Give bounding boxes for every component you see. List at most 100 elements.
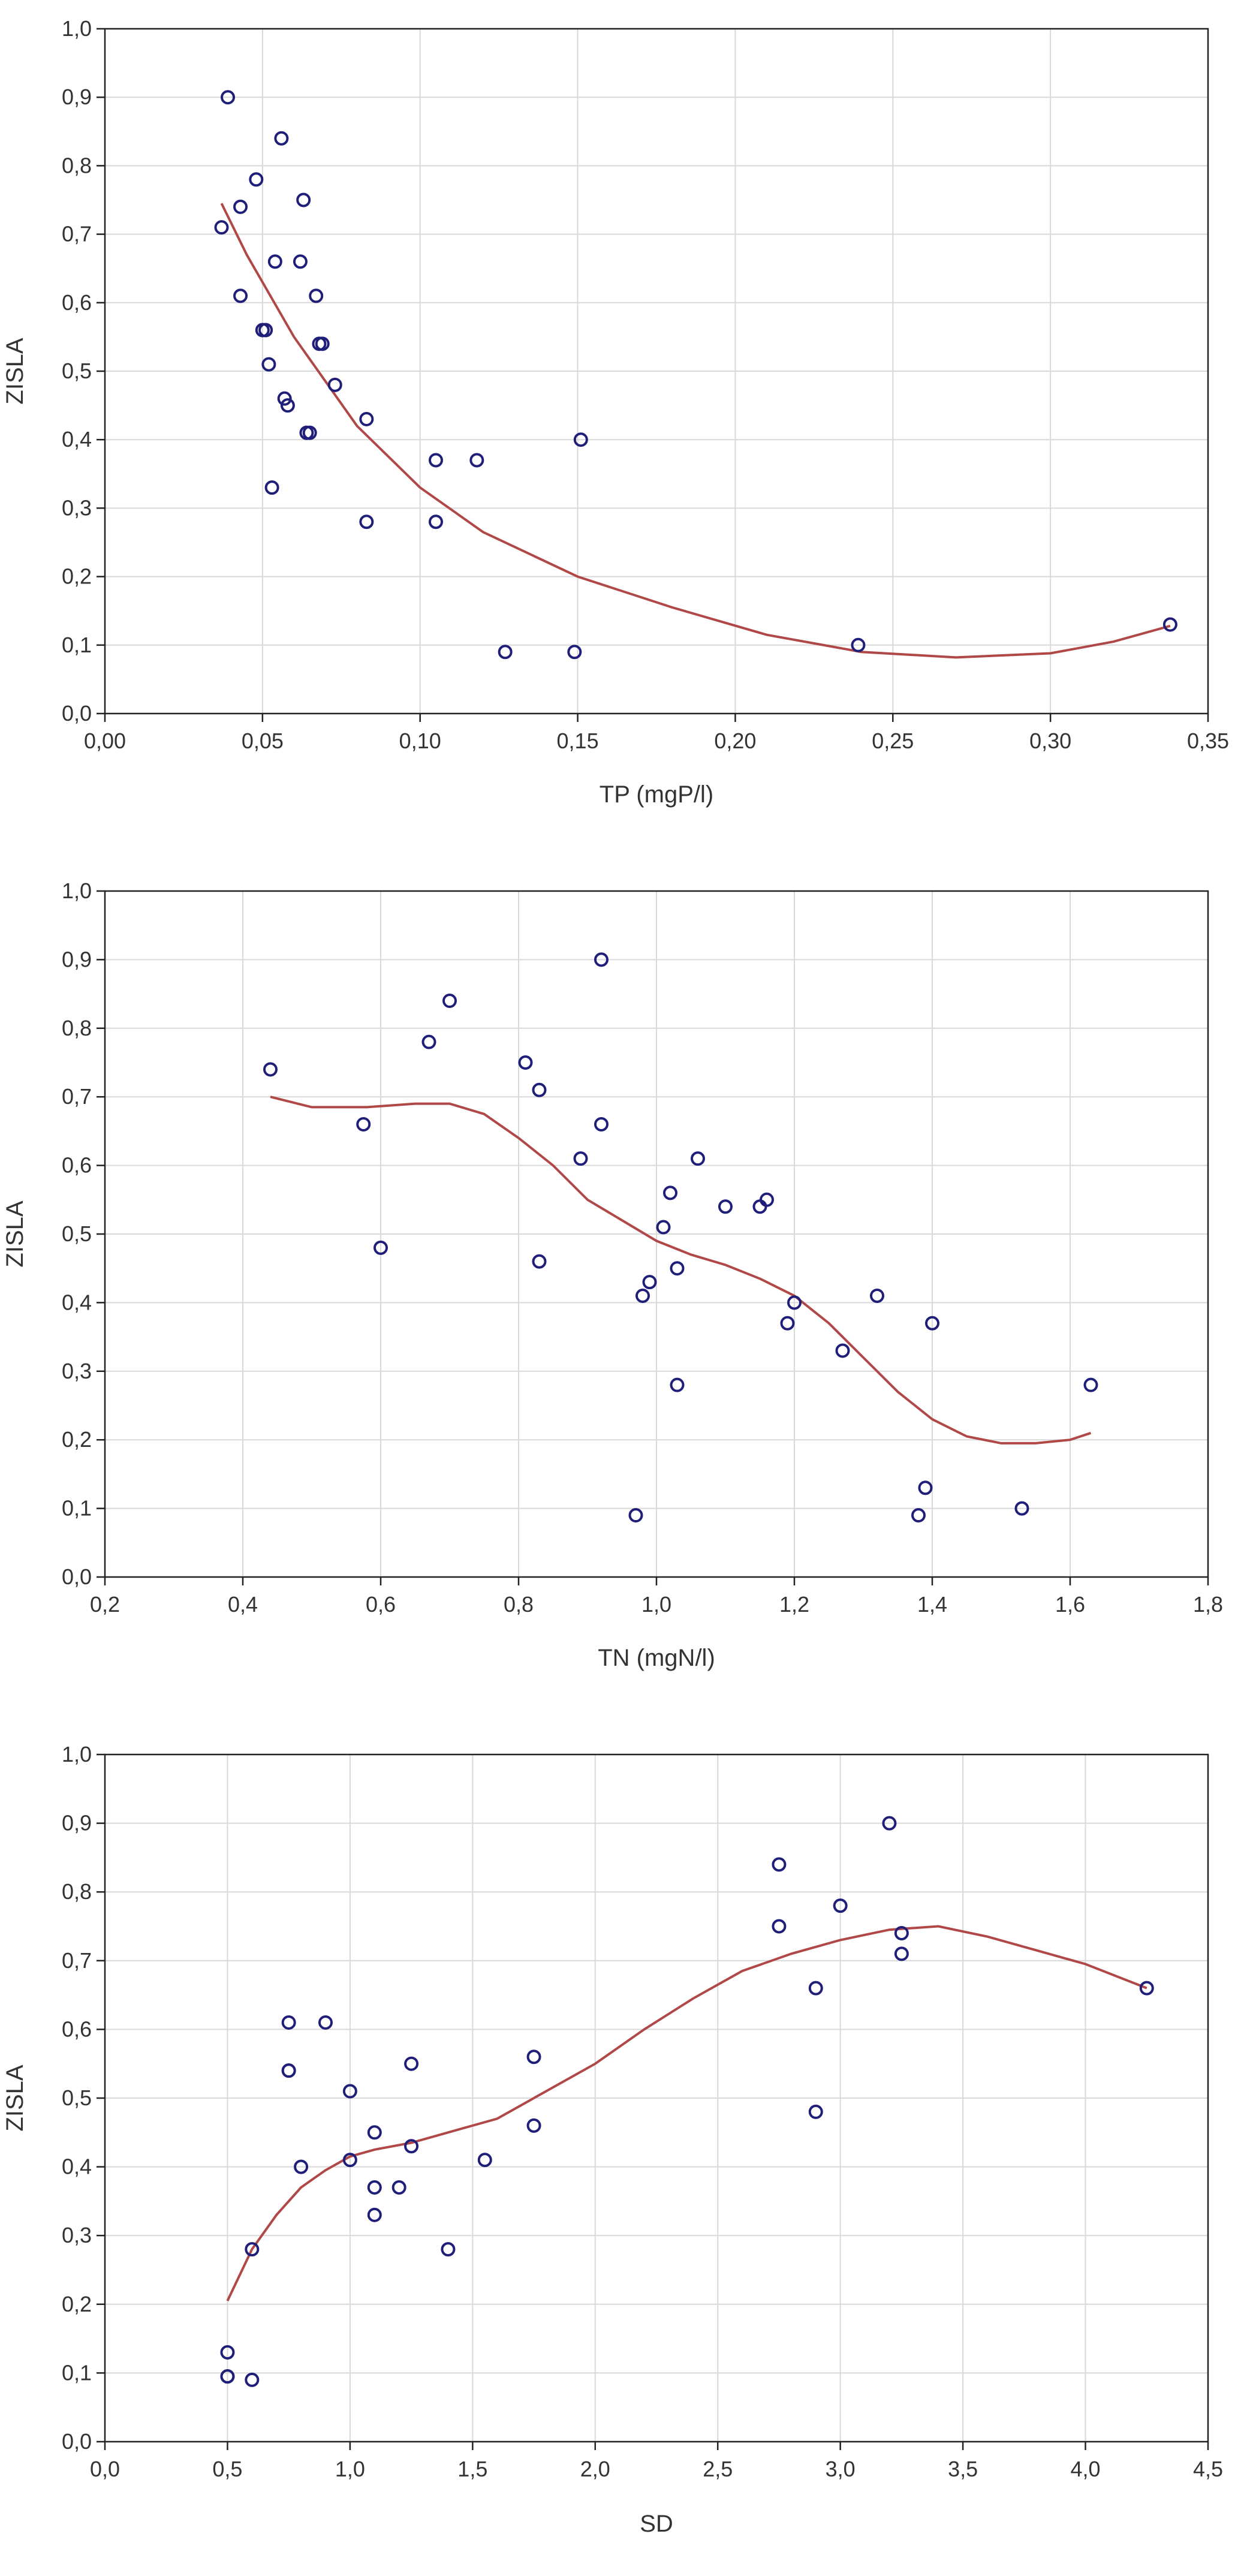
y-tick-label: 0,5 <box>62 2086 92 2110</box>
data-point <box>477 2153 492 2168</box>
x-tick-label: 0,30 <box>1029 729 1071 753</box>
data-point <box>469 453 484 468</box>
x-tick-label: 1,8 <box>1193 1592 1223 1617</box>
data-point <box>367 2180 382 2195</box>
data-point <box>894 1925 909 1940</box>
x-tick-label: 0,05 <box>242 729 284 753</box>
data-point <box>911 1508 926 1523</box>
y-tick-label: 0,9 <box>62 947 92 971</box>
data-point <box>342 2084 357 2099</box>
data-point <box>220 2345 235 2360</box>
x-tick-label: 1,0 <box>335 2457 365 2481</box>
data-point <box>532 1254 547 1269</box>
chart-tp-vs-zisla: 0,00 0,05 0,10 0,15 0,20 0,25 0,30 0,35 0,0 0,1 0,… <box>2 16 1229 808</box>
data-point <box>367 2125 382 2140</box>
y-tick-label: 0,4 <box>62 1290 92 1314</box>
data-point <box>421 1034 436 1049</box>
data-point <box>882 1816 897 1831</box>
y-tick-label: 0,2 <box>62 2292 92 2316</box>
data-point <box>594 1117 609 1131</box>
data-point <box>833 1898 848 1913</box>
data-point <box>808 2104 823 2119</box>
data-point <box>787 1295 802 1310</box>
data-point <box>327 377 342 392</box>
x-tick-label: 0,20 <box>714 729 756 753</box>
data-point <box>214 220 229 235</box>
y-tick-label: 0,0 <box>62 2429 92 2454</box>
x-tick-label: 1,4 <box>917 1592 947 1617</box>
x-tick-label: 0,6 <box>366 1592 396 1617</box>
x-tick-label: 2,0 <box>580 2457 610 2481</box>
data-point <box>404 2139 419 2154</box>
y-tick-label: 0,2 <box>62 1427 92 1452</box>
data-point <box>670 1377 685 1392</box>
data-point <box>1162 617 1177 632</box>
y-tick-label: 0,8 <box>62 153 92 177</box>
y-tick-label: 0,9 <box>62 1811 92 1835</box>
y-tick-label: 0,7 <box>62 222 92 246</box>
x-tick-label: 0,10 <box>399 729 441 753</box>
data-point <box>261 357 276 372</box>
y-tick-label: 0,1 <box>62 633 92 657</box>
data-point <box>498 645 513 660</box>
x-tick-label: 1,0 <box>641 1592 671 1617</box>
y-tick-label: 0,6 <box>62 290 92 315</box>
data-point <box>302 425 317 440</box>
data-point <box>245 2372 260 2387</box>
data-point <box>567 645 582 660</box>
data-point <box>296 192 311 207</box>
data-point <box>442 994 457 1009</box>
x-tick-label: 1,5 <box>457 2457 487 2481</box>
data-point <box>249 172 264 187</box>
data-point <box>342 2153 357 2168</box>
y-tick-label: 0,4 <box>62 2154 92 2179</box>
data-point <box>760 1192 774 1207</box>
data-point <box>663 1185 677 1200</box>
y-tick-label: 0,9 <box>62 85 92 109</box>
y-tick-label: 0,4 <box>62 427 92 452</box>
data-point <box>772 1919 787 1934</box>
data-point <box>264 480 279 495</box>
x-tick-label: 1,6 <box>1055 1592 1085 1617</box>
x-tick-label: 4,5 <box>1193 2457 1223 2481</box>
x-tick-label: 0,4 <box>228 1592 258 1617</box>
fit-curve <box>220 203 1171 659</box>
x-tick-label: 2,5 <box>703 2457 733 2481</box>
data-point <box>221 90 236 105</box>
data-point <box>429 514 443 529</box>
data-point <box>391 2180 406 2195</box>
data-point <box>772 1857 787 1872</box>
x-axis-title: TP (mgP/l) <box>600 781 713 808</box>
data-point <box>274 131 289 146</box>
data-point <box>356 1117 371 1131</box>
data-point <box>245 2242 260 2257</box>
data-point <box>1083 1377 1098 1392</box>
x-tick-label: 0,35 <box>1187 729 1229 753</box>
data-point <box>1139 1981 1154 1996</box>
x-tick-label: 0,0 <box>90 2457 120 2481</box>
data-point <box>918 1480 933 1495</box>
data-point <box>280 398 295 413</box>
chart-sd-vs-zisla: 0,0 0,5 1,0 1,5 2,0 2,5 3,0 3,5 4,0 4,5 0,0 0,1 0,2 0… <box>2 1742 1223 2537</box>
data-point <box>233 199 248 214</box>
x-tick-label: 0,00 <box>84 729 126 753</box>
data-point <box>1014 1501 1029 1516</box>
y-tick-label: 0,3 <box>62 1359 92 1383</box>
x-tick-label: 0,5 <box>212 2457 242 2481</box>
chart-tn-vs-zisla: 0,2 0,4 0,6 0,8 1,0 1,2 1,4 1,6 1,8 0,0 0,1 0,2 0,3 0… <box>2 878 1223 1671</box>
data-point <box>573 1151 588 1166</box>
y-axis-title: ZISLA <box>2 1200 28 1267</box>
data-point <box>518 1055 533 1070</box>
data-point <box>526 2050 541 2065</box>
data-point <box>281 2063 296 2078</box>
data-point <box>635 1288 650 1303</box>
data-point <box>441 2242 456 2257</box>
data-point <box>404 2056 419 2071</box>
x-axis-title: TN (mgN/l) <box>598 1645 715 1671</box>
y-tick-label: 1,0 <box>62 16 92 41</box>
data-point <box>294 2159 309 2174</box>
x-tick-label: 0,8 <box>504 1592 534 1617</box>
data-point <box>780 1316 795 1331</box>
data-point <box>573 432 588 447</box>
y-tick-label: 0,3 <box>62 2223 92 2247</box>
